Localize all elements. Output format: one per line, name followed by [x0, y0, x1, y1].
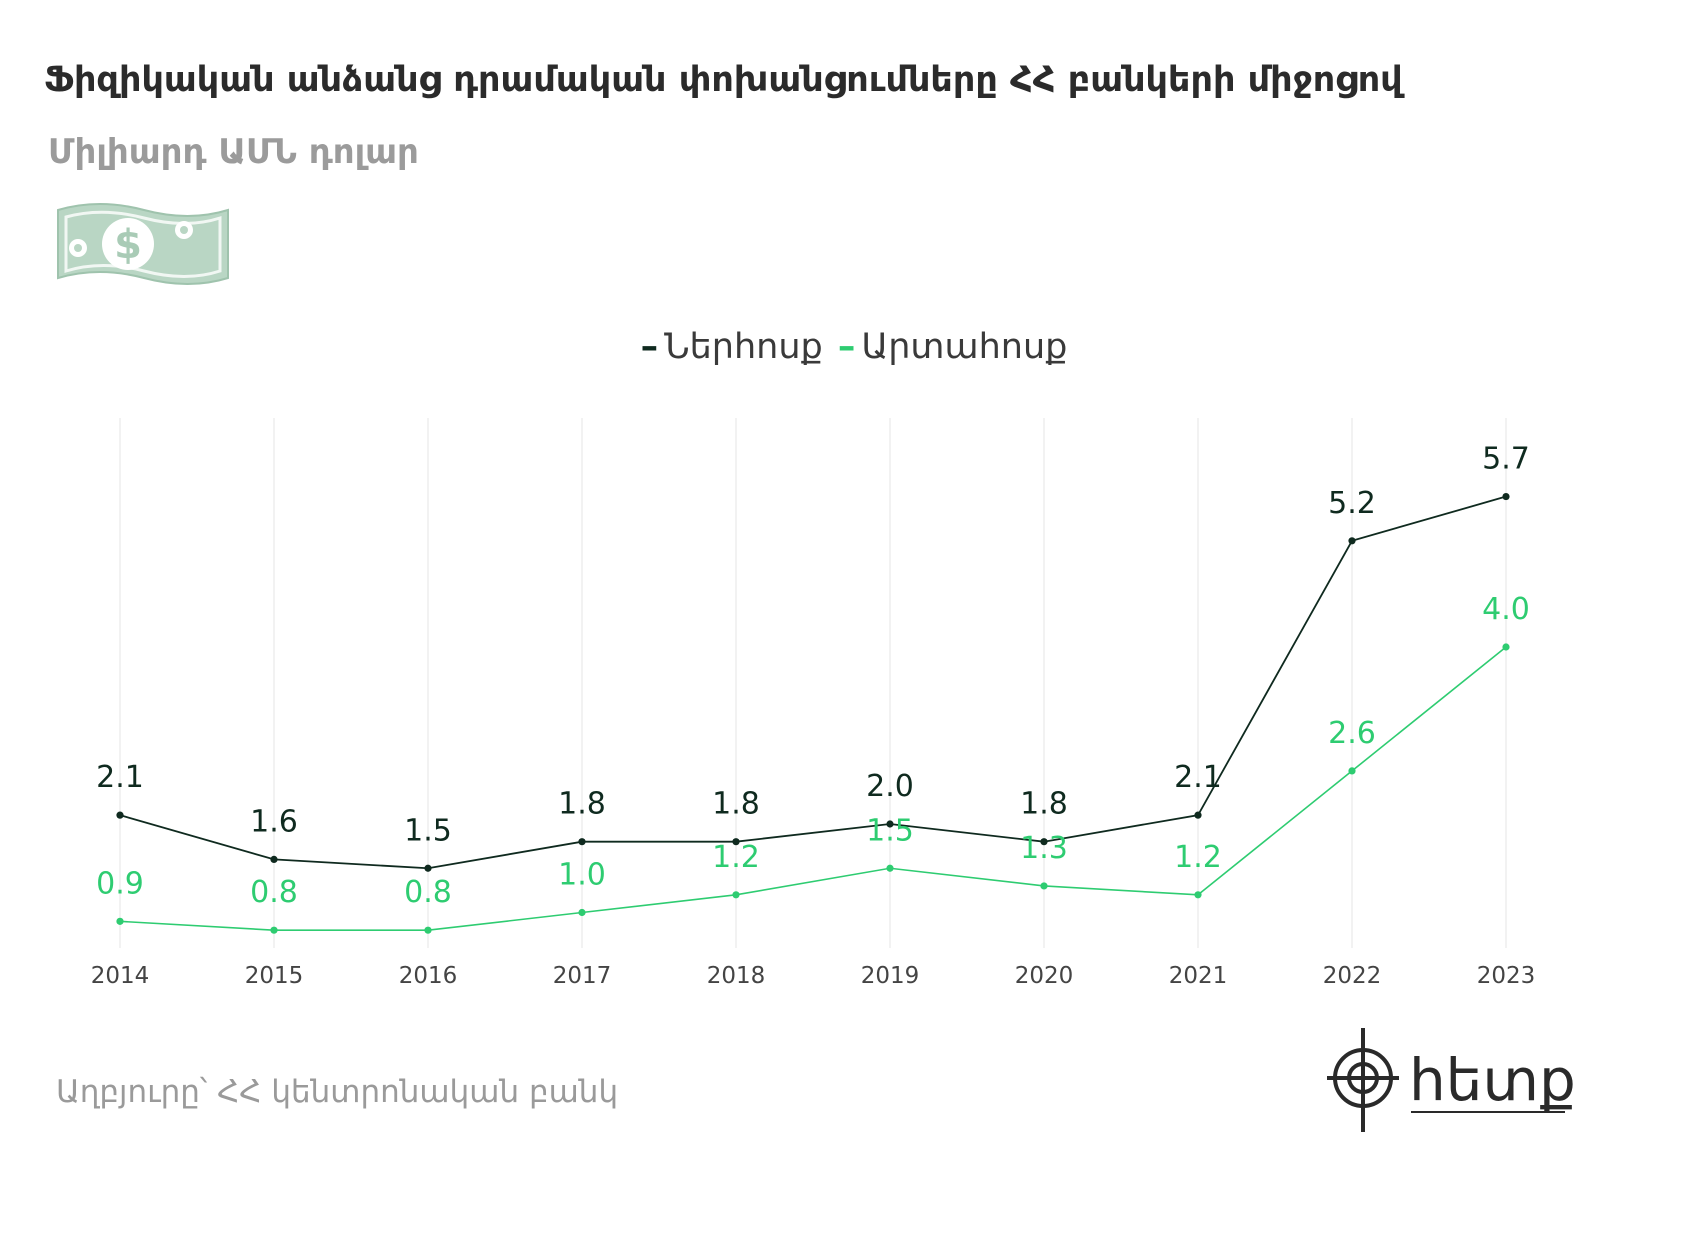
legend-label-incoming: Ներհոսք [664, 327, 823, 367]
svg-text:$: $ [114, 222, 142, 268]
data-point [116, 811, 124, 819]
data-label: 1.0 [558, 858, 606, 893]
data-point [732, 838, 740, 846]
data-label: 1.5 [866, 813, 914, 848]
logo-wordmark: hետք [1409, 1046, 1576, 1114]
x-tick-label: 2017 [553, 963, 612, 989]
data-label: 1.8 [712, 787, 760, 822]
series-line [119, 495, 1507, 870]
legend-item-outgoing: – Արտահոսք [838, 327, 1067, 367]
chart-subtitle: Միլիարդ ԱՄՆ դոլար [48, 132, 419, 172]
data-point [424, 864, 432, 872]
data-point [886, 820, 894, 828]
x-tick-label: 2022 [1323, 963, 1382, 989]
data-point [424, 926, 432, 934]
data-point [1348, 767, 1356, 775]
x-tick-label: 2015 [245, 963, 304, 989]
data-point [732, 891, 740, 899]
dollar-banknote-icon: $ [57, 203, 229, 285]
data-label: 2.1 [1174, 760, 1222, 795]
data-label: 1.5 [404, 813, 452, 848]
data-label: 1.8 [1020, 787, 1068, 822]
data-label: 1.2 [712, 840, 760, 875]
data-label: 4.0 [1482, 592, 1530, 627]
data-point [1194, 891, 1202, 899]
chart-title: Ֆիզիկական անձանց դրամական փոխանցումները … [44, 60, 1403, 100]
legend-swatch-incoming: – [640, 327, 659, 367]
data-point [1348, 537, 1356, 545]
data-label: 1.2 [1174, 840, 1222, 875]
data-point [270, 855, 278, 864]
data-point [578, 838, 586, 846]
x-tick-label: 2019 [861, 963, 920, 989]
x-tick-label: 2020 [1015, 963, 1074, 989]
data-label: 1.3 [1020, 831, 1068, 866]
data-label: 1.6 [250, 804, 298, 839]
legend-label-outgoing: Արտահոսք [861, 327, 1068, 367]
data-label: 1.8 [558, 787, 606, 822]
hetq-logo: hետք [1327, 1028, 1576, 1132]
data-label: 2.1 [96, 760, 144, 795]
data-label: 0.9 [96, 866, 144, 901]
x-tick-label: 2018 [707, 963, 766, 989]
series-outgoing: 0.9 0.8 0.8 1.0 1.2 1.5 1.3 1.2 2.6 4.0 [96, 592, 1530, 934]
data-point [1040, 838, 1048, 846]
target-crosshair-icon [1327, 1028, 1399, 1132]
data-label: 0.8 [250, 875, 298, 910]
data-point [116, 917, 124, 925]
x-tick-label: 2014 [91, 963, 150, 989]
chart-legend: – Ներհոսք – Արտահոսք [0, 327, 1708, 367]
data-label: 5.7 [1482, 442, 1530, 477]
data-point [886, 864, 894, 872]
series-incoming: 2.1 1.6 1.5 1.8 1.8 2.0 1.8 2.1 5.2 5.7 [96, 442, 1530, 872]
gridlines: 2014 2015 2016 2017 2018 2019 2020 2021 2022 2023 [91, 418, 1536, 989]
data-label: 2.0 [866, 769, 914, 804]
data-point [270, 926, 278, 934]
series-line [119, 646, 1507, 932]
data-label: 5.2 [1328, 486, 1376, 521]
legend-swatch-outgoing: – [837, 327, 856, 367]
source-note: Աղբյուրը՝ ՀՀ կենտրոնական բանկ [56, 1074, 619, 1110]
data-point [1194, 811, 1202, 819]
data-point [1502, 492, 1510, 501]
data-label: 0.8 [404, 875, 452, 910]
data-label: 2.6 [1328, 716, 1376, 751]
x-tick-label: 2016 [399, 963, 458, 989]
data-point [1502, 643, 1510, 651]
legend-item-incoming: – Ներհոսք [641, 327, 823, 367]
data-point [578, 908, 586, 917]
data-point [1040, 882, 1048, 890]
x-tick-label: 2023 [1477, 963, 1536, 989]
x-tick-label: 2021 [1169, 963, 1228, 989]
